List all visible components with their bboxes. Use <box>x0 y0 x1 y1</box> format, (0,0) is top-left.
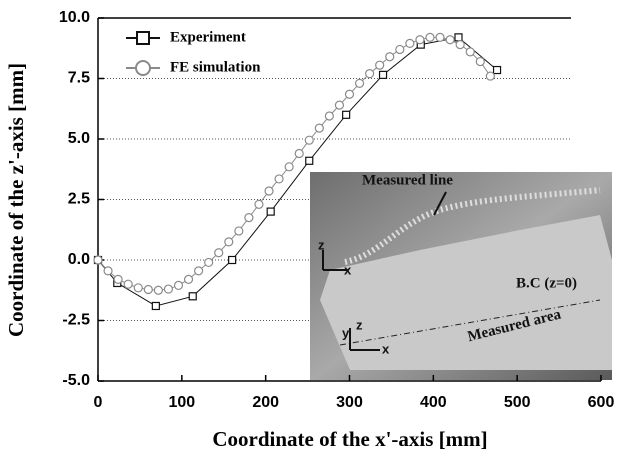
x-tick-label: 100 <box>168 394 195 411</box>
y-axis-title: Coordinate of the z'-axis [mm] <box>4 63 28 337</box>
data-point <box>188 292 197 301</box>
x-tick-label: 600 <box>588 394 615 411</box>
data-point <box>314 123 324 133</box>
inset-label: Measured line <box>362 172 453 188</box>
data-point <box>133 283 143 293</box>
y-tick-label: -5.0 <box>62 372 90 389</box>
inset-label: z <box>356 317 363 332</box>
data-point <box>274 174 284 184</box>
data-point <box>93 255 103 265</box>
x-tick-label: 400 <box>420 394 447 411</box>
data-point <box>425 32 435 42</box>
inset-label: x <box>382 341 390 356</box>
data-point <box>183 274 194 284</box>
data-point <box>365 69 375 79</box>
data-point <box>153 285 163 295</box>
y-tick-label: 7.5 <box>68 70 90 87</box>
legend-marker <box>136 31 150 45</box>
inset-label: y <box>342 325 350 340</box>
data-point <box>163 284 174 294</box>
inset-label: B.C (z=0) <box>516 275 577 291</box>
data-point <box>244 213 254 223</box>
data-point <box>151 301 160 311</box>
data-point <box>304 135 314 145</box>
x-tick-label: 500 <box>504 394 531 411</box>
x-tick-label: 300 <box>336 394 363 411</box>
data-point <box>103 266 113 276</box>
data-point <box>254 199 264 209</box>
data-point <box>435 32 445 42</box>
data-point <box>143 284 153 295</box>
data-point <box>324 111 334 121</box>
data-point <box>454 33 463 42</box>
data-point <box>284 162 294 172</box>
data-point <box>224 237 234 247</box>
data-point <box>465 47 475 57</box>
data-point <box>342 110 351 119</box>
data-point <box>475 56 485 67</box>
series-line <box>97 36 491 291</box>
data-point <box>445 35 455 45</box>
arrow <box>433 191 447 216</box>
data-point <box>378 70 388 79</box>
data-point <box>194 266 204 276</box>
y-tick-label: 2.5 <box>68 191 90 208</box>
data-point <box>173 280 184 291</box>
bc-line <box>339 299 601 346</box>
data-point <box>228 255 237 265</box>
y-tick-label: 10.0 <box>59 9 90 26</box>
series-line <box>97 36 498 307</box>
inset-label: z <box>318 237 325 252</box>
data-point <box>294 148 304 159</box>
data-point <box>334 100 345 110</box>
data-point <box>266 207 275 216</box>
data-point <box>344 89 355 99</box>
x-axis-title: Coordinate of the x'-axis [mm] <box>212 427 487 451</box>
y-tick-label: -2.5 <box>62 312 90 329</box>
x-tick-label: 0 <box>94 394 103 411</box>
legend-label: FE simulation <box>170 59 261 75</box>
data-point <box>113 274 123 284</box>
data-point <box>485 71 495 81</box>
data-point <box>214 248 224 258</box>
data-point <box>385 52 395 62</box>
legend-marker <box>135 60 151 76</box>
sheet <box>320 215 612 370</box>
data-point <box>354 78 365 88</box>
inset-photo: Measured line z x B.C (z=0) Measured are… <box>310 172 612 380</box>
data-point <box>264 186 274 196</box>
x-tick-label: 200 <box>252 394 279 411</box>
inset-label: x <box>344 262 352 277</box>
data-point <box>415 35 425 45</box>
measured-line-shape <box>344 187 601 265</box>
data-point <box>375 60 385 70</box>
y-tick-label: 0.0 <box>68 251 90 268</box>
legend-label: Experiment <box>170 29 246 45</box>
y-tick-label: 5.0 <box>68 130 90 147</box>
data-point <box>395 44 405 55</box>
data-point <box>455 40 465 50</box>
data-point <box>204 257 214 268</box>
data-point <box>123 279 133 289</box>
data-point <box>405 38 415 49</box>
data-point <box>234 226 244 236</box>
data-point <box>305 156 314 165</box>
data-point <box>492 65 502 75</box>
